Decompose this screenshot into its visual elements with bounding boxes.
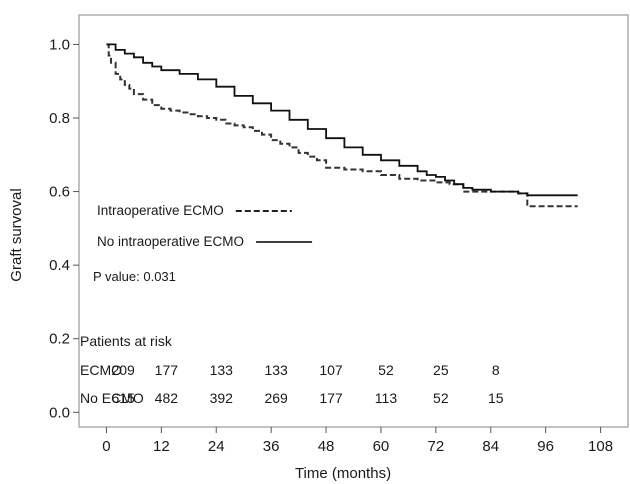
x-tick-label: 12 [153, 438, 170, 455]
y-tick-label: 0.6 [49, 184, 70, 201]
risk-cell: 113 [375, 390, 398, 406]
axes: 0 12 24 36 48 60 72 84 96 108 0.0 0.2 0.4 0.6 0.8 1.0 [49, 14, 629, 455]
y-tick-label: 1.0 [49, 36, 70, 53]
legend-label: No intraoperative ECMO [97, 234, 244, 249]
x-axis-label: Time (months) [295, 465, 391, 482]
risk-cell: 25 [433, 362, 449, 378]
x-tick-label: 24 [208, 438, 225, 455]
p-value-annotation: P value: 0.031 [93, 269, 176, 284]
legend-label: Intraoperative ECMO [97, 203, 224, 218]
risk-cell: 177 [319, 390, 343, 406]
x-tick-label: 84 [482, 438, 499, 455]
legend: Intraoperative ECMO No intraoperative ECM… [97, 203, 313, 249]
x-tick-label: 36 [263, 438, 280, 455]
y-tick-label: 0.0 [49, 404, 70, 421]
x-tick-label: 96 [537, 438, 554, 455]
risk-cell: 392 [210, 390, 234, 406]
x-tick-label: 72 [428, 438, 445, 455]
risk-row-label: No ECMO [80, 390, 144, 406]
y-tick-label: 0.4 [49, 257, 70, 274]
risk-cell: 177 [155, 362, 179, 378]
risk-cell: 52 [433, 390, 449, 406]
risk-cell: 269 [264, 390, 288, 406]
series-line-ecmo [106, 43, 578, 208]
y-axis-label: Graft survoval [8, 188, 25, 281]
risk-cell: 482 [155, 390, 179, 406]
series-line-no-ecmo [106, 43, 578, 197]
x-tick-label: 60 [373, 438, 390, 455]
risk-cell: 8 [492, 362, 500, 378]
x-tick-label: 48 [318, 438, 335, 455]
risk-cell: 133 [264, 362, 288, 378]
x-tick-label: 108 [588, 438, 613, 455]
risk-cell: 615 [111, 390, 135, 406]
plot-frame [78, 14, 629, 428]
risk-cell: 107 [319, 362, 343, 378]
risk-table-title: Patients at risk [80, 333, 173, 349]
y-tick-label: 0.8 [49, 110, 70, 127]
series-lines [106, 43, 578, 208]
risk-cell: 133 [210, 362, 234, 378]
risk-row-label: ECMO [80, 362, 122, 378]
y-tick-label: 0.2 [49, 331, 70, 348]
risk-cell: 209 [111, 362, 135, 378]
x-tick-label: 0 [102, 438, 110, 455]
risk-cell: 15 [488, 390, 504, 406]
risk-cell: 52 [378, 362, 394, 378]
